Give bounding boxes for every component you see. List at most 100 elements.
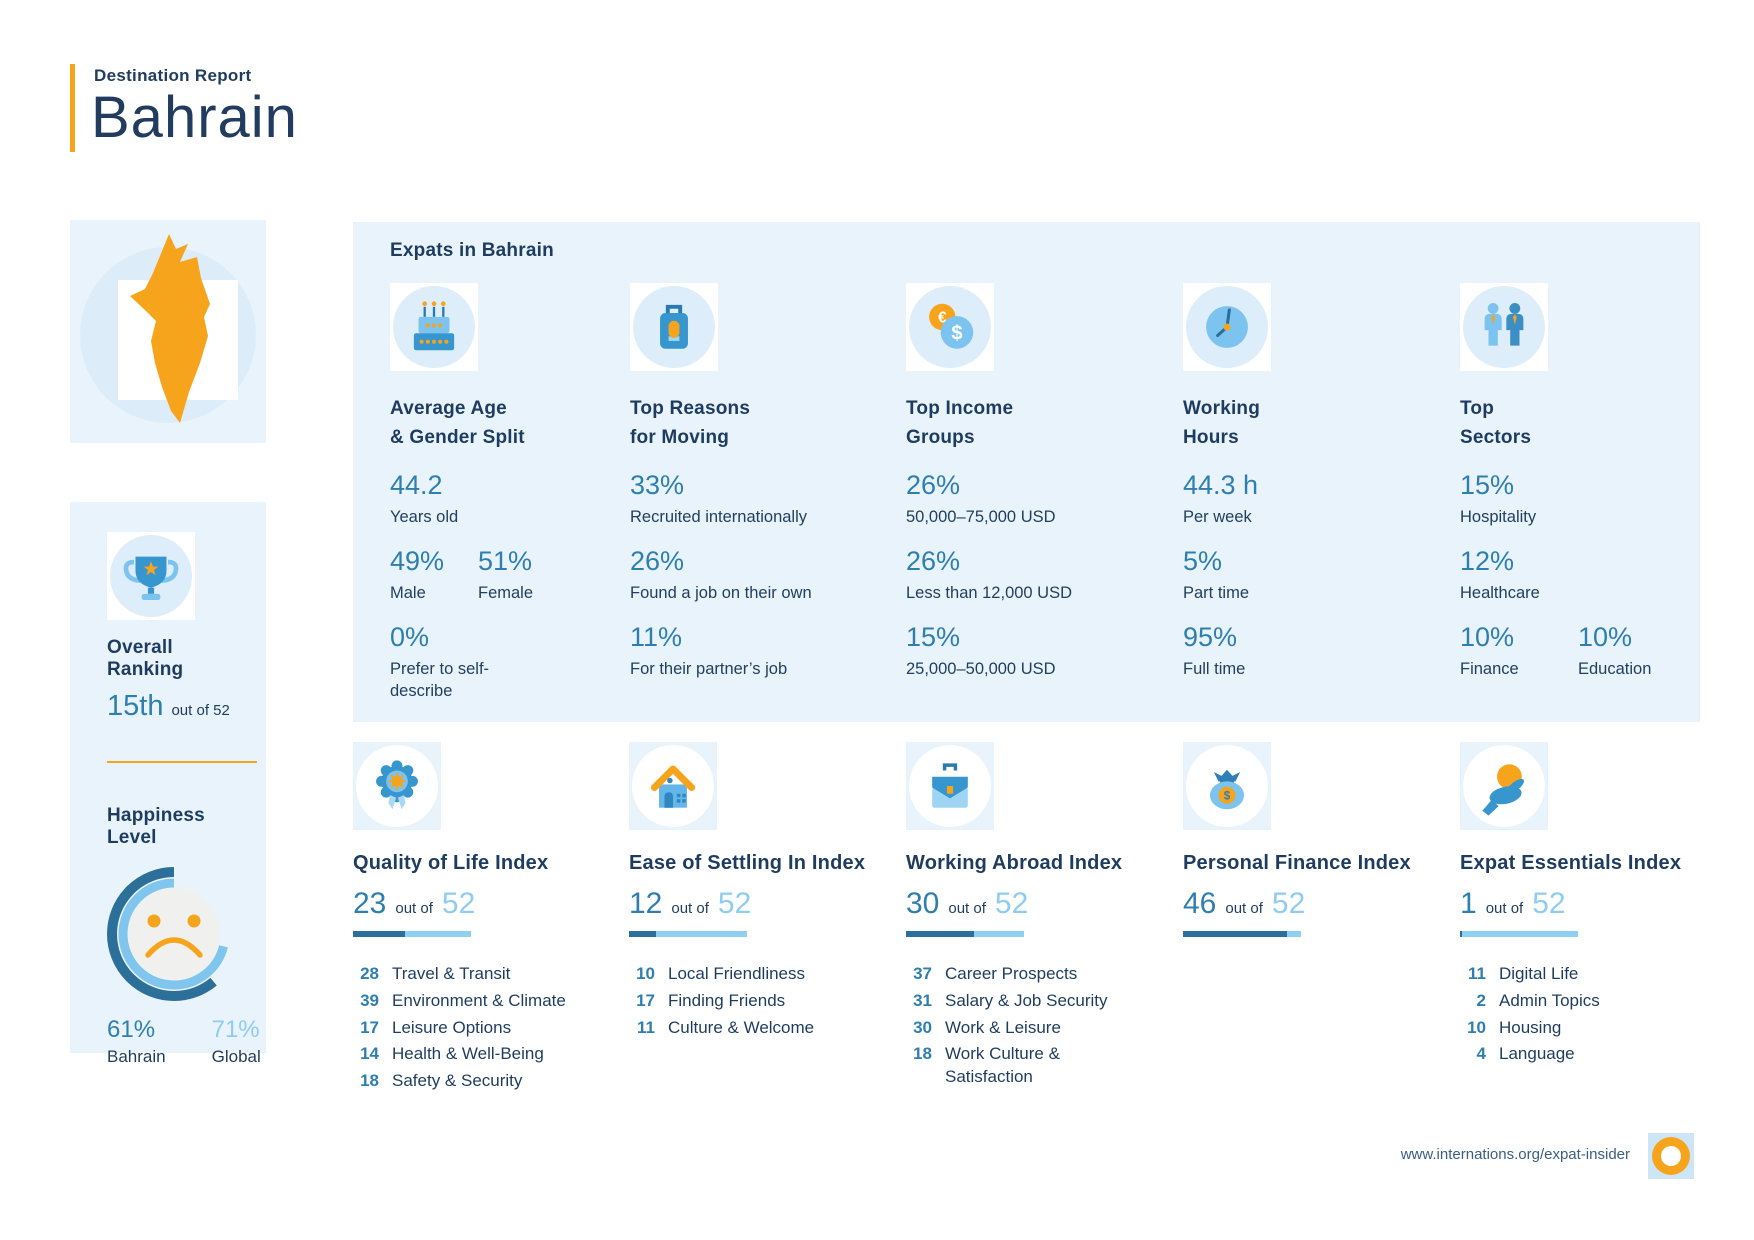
subrank-item: 14 Health & Well-Being	[360, 1044, 544, 1064]
money-bag-icon: $	[1183, 742, 1271, 830]
index-title: Quality of Life Index	[353, 852, 549, 874]
subrank-item: 11 Culture & Welcome	[637, 1017, 815, 1037]
clock-icon	[1183, 283, 1271, 371]
svg-text:$: $	[1224, 790, 1231, 803]
index-title: Working Abroad Index	[906, 852, 1123, 874]
subrank-item: 39 Environment & Climate	[360, 990, 566, 1010]
happiness-donut-chart	[99, 859, 252, 1014]
expats-column-hours: Working Hours 44.3 h Per week 5% Part ti…	[1183, 283, 1437, 680]
index-card-working-abroad: Working Abroad Index 30 out of 52 37 Care…	[906, 742, 1170, 1093]
svg-text:€: €	[938, 309, 947, 326]
happiness-global: 71% Global	[212, 1016, 261, 1067]
stat: 26% Found a job on their own	[630, 545, 812, 602]
index-rank-bar	[1460, 931, 1578, 937]
internations-logo	[1648, 1133, 1694, 1179]
happiness-title: Happiness Level	[107, 805, 205, 848]
index-rank: 46	[1183, 887, 1217, 920]
expats-column-reasons: Top Reasons for Moving 33% Recruited int…	[630, 283, 884, 680]
accent-bar	[70, 64, 75, 152]
stat: 26% Less than 12,000 USD	[906, 545, 1073, 602]
index-total: 52	[1271, 887, 1306, 920]
index-total: 52	[441, 887, 476, 920]
subrank-item: 28 Travel & Transit	[360, 964, 511, 983]
index-rank-row: 1 out of 52	[1460, 887, 1566, 920]
subrank-item: 30 Work & Leisure	[913, 1017, 1061, 1037]
stat: 95% Full time	[1183, 621, 1246, 678]
happiness-local-label: Bahrain	[107, 1047, 166, 1066]
column-title: Top Income Groups	[906, 398, 1014, 448]
subrank-list: 11 Digital Life 2 Admin Topics 10 Housing 4…	[1460, 963, 1724, 1066]
expats-panel-title: Expats in Bahrain	[390, 240, 554, 261]
index-card-ease-of-settling-in: Ease of Settling In Index 12 out of 52 1…	[629, 742, 893, 1043]
stat: 5% Part time	[1183, 545, 1250, 602]
happiness-global-label: Global	[211, 1047, 261, 1066]
index-card-expat-essentials: Expat Essentials Index 1 out of 52 11 Dig…	[1460, 742, 1724, 1070]
report-kicker: Destination Report	[94, 66, 252, 85]
index-title: Expat Essentials Index	[1460, 852, 1682, 874]
cake-icon	[390, 283, 478, 371]
overall-rank-value: 15th	[107, 690, 164, 722]
country-map-card	[70, 220, 266, 443]
subrank-item: 37 Career Prospects	[913, 964, 1078, 983]
index-rank: 1	[1460, 887, 1477, 920]
subrank-item: 18 Safety & Security	[360, 1071, 523, 1091]
subrank-item: 4 Language	[1476, 1044, 1575, 1064]
index-card-quality-of-life: Quality of Life Index 23 out of 52 28 Tra…	[353, 742, 617, 1097]
divider	[107, 761, 257, 763]
index-rank-bar	[906, 931, 1024, 937]
svg-text:$: $	[951, 322, 962, 344]
people-icon	[1460, 283, 1548, 371]
footer-url: www.internations.org/expat-insider	[1400, 1146, 1630, 1163]
expats-column-income: € $ Top Income Groups 26% 50,000–75,000 …	[906, 283, 1160, 680]
stat: 10% Finance	[1460, 621, 1519, 678]
index-rank-row: 30 out of 52	[906, 887, 1029, 920]
bahrain-map-icon	[80, 234, 256, 423]
trophy-icon	[107, 532, 195, 620]
stat: 33% Recruited internationally	[630, 470, 808, 526]
index-rank-row: 23 out of 52	[353, 887, 476, 920]
stat: 44.3 h Per week	[1183, 470, 1259, 526]
index-rank-row: 46 out of 52	[1183, 887, 1306, 920]
subrank-list: 10 Local Friendliness 17 Finding Friends 1…	[629, 963, 893, 1039]
stat: 15% Hospitality	[1460, 470, 1537, 526]
house-icon	[629, 742, 717, 830]
index-rank-bar	[353, 931, 471, 937]
stat: 15% 25,000–50,000 USD	[906, 621, 1056, 678]
happiness-local-value: 61%	[107, 1016, 156, 1043]
happiness-arc-global	[118, 878, 230, 990]
coins-icon: € $	[906, 283, 994, 371]
happiness-values: 61% Bahrain 71% Global	[107, 1016, 261, 1067]
index-rank: 30	[906, 887, 940, 920]
page-title: Bahrain	[91, 85, 298, 150]
subrank-item: 17 Leisure Options	[360, 1017, 512, 1037]
suitcase-icon	[630, 283, 718, 371]
happiness-arc-bahrain	[107, 867, 241, 1001]
subrank-item: 10 Housing	[1467, 1017, 1562, 1037]
stat: 49% Male	[390, 545, 445, 602]
index-title: Ease of Settling In Index	[629, 852, 866, 874]
stat: 11% For their partner’s job	[630, 621, 788, 678]
happiness-local: 61% Bahrain	[107, 1016, 166, 1067]
index-rank-bar	[629, 931, 747, 937]
index-total: 52	[994, 887, 1029, 920]
logo-ring-icon	[1661, 1146, 1681, 1166]
column-title: Average Age & Gender Split	[390, 398, 525, 448]
index-rank-bar	[1183, 931, 1301, 937]
column-title: Working Hours	[1183, 398, 1261, 448]
expats-column-sectors: Top Sectors 15% Hospitality 12% Healthca…	[1460, 283, 1714, 680]
expats-column-age-gender: Average Age & Gender Split 44.2 Years ol…	[390, 283, 644, 702]
overall-ranking-title: Overall Ranking	[107, 637, 184, 680]
index-rank: 23	[353, 887, 387, 920]
subrank-list: 28 Travel & Transit 39 Environment & Clima…	[353, 963, 617, 1093]
subrank-list: 37 Career Prospects 31 Salary & Job Securi…	[906, 963, 1170, 1089]
overall-ranking-card: Overall Ranking 15th out of 52 Happiness…	[70, 502, 266, 1066]
rosette-icon	[353, 742, 441, 830]
stat: 44.2 Years old	[390, 470, 459, 526]
index-total: 52	[1532, 887, 1566, 920]
index-rank: 12	[629, 887, 663, 920]
subrank-item: 10 Local Friendliness	[636, 964, 806, 983]
stat: 51% Female	[478, 545, 534, 602]
column-title: Top Reasons for Moving	[630, 398, 751, 448]
stat: 10% Education	[1578, 621, 1652, 678]
subrank-item: 31 Salary & Job Security	[913, 990, 1108, 1010]
